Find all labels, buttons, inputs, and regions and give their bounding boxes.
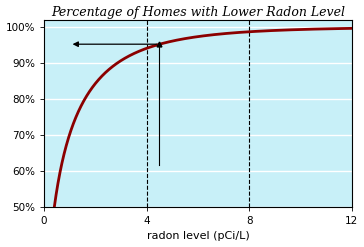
X-axis label: radon level (pCi/L): radon level (pCi/L) [147, 231, 249, 242]
Title: Percentage of Homes with Lower Radon Level: Percentage of Homes with Lower Radon Lev… [51, 5, 345, 19]
